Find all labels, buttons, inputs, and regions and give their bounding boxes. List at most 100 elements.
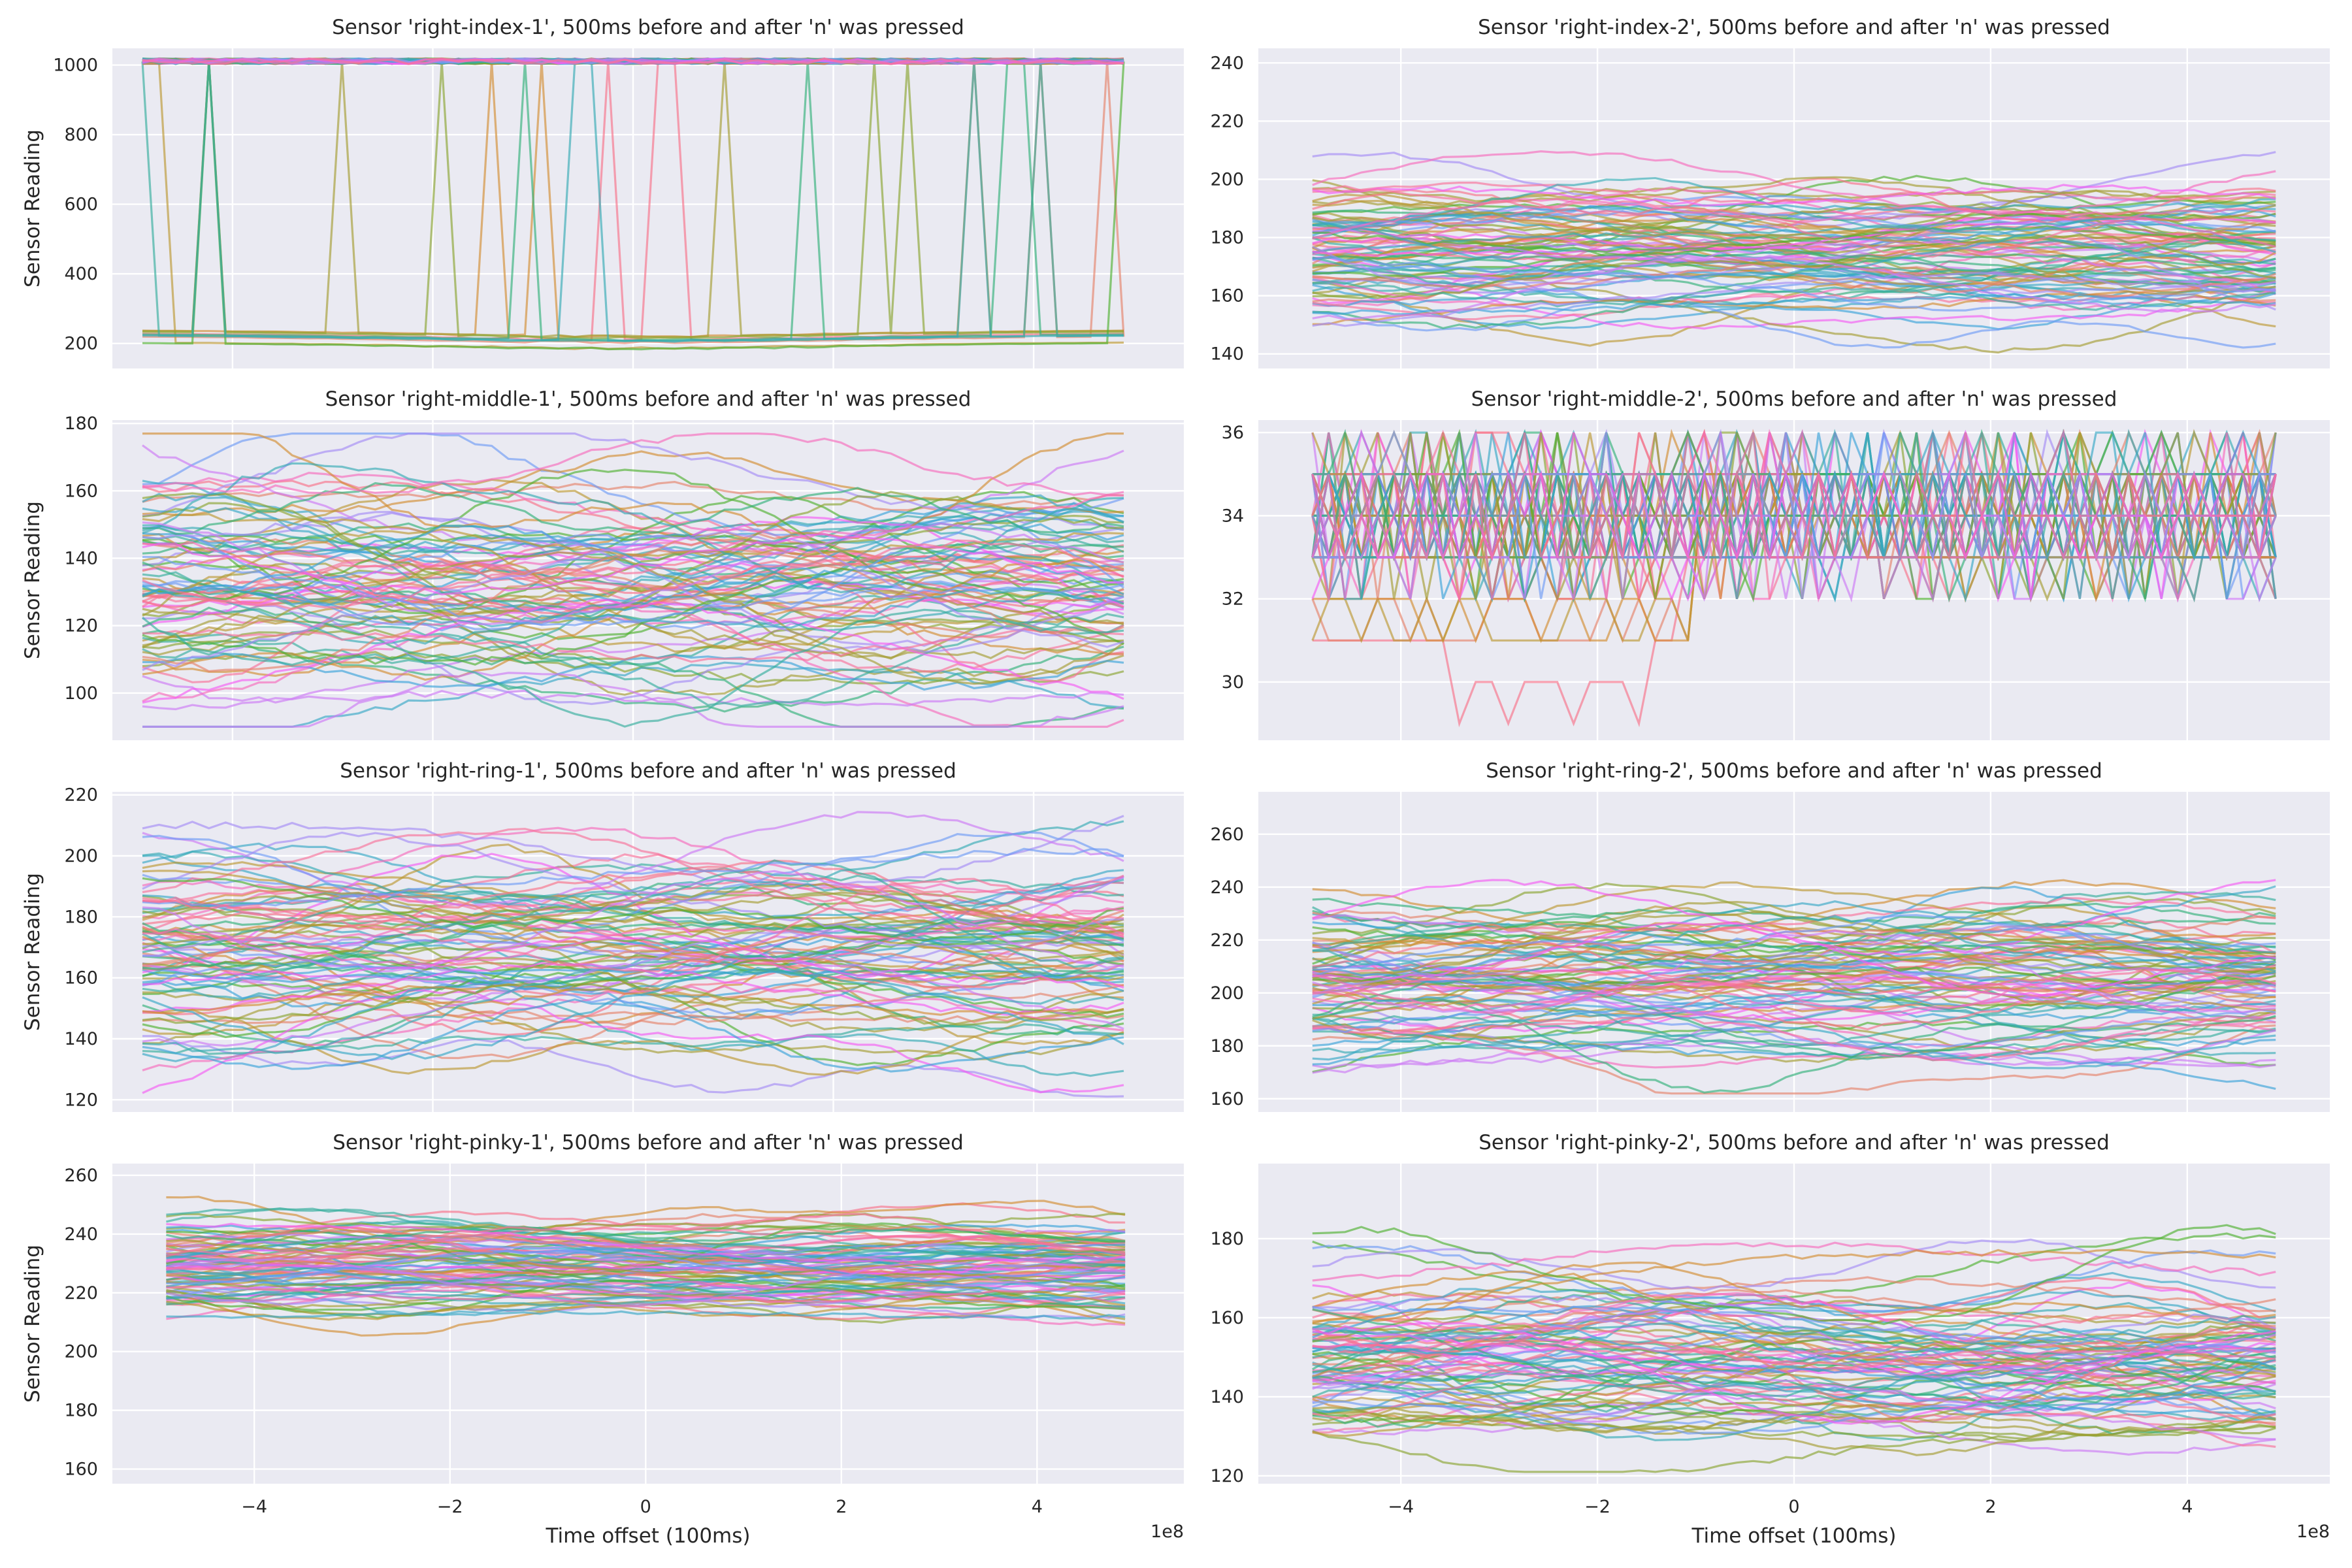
y-axis-label: Sensor Reading <box>21 873 44 1031</box>
series-line <box>1312 1340 2276 1420</box>
series-line <box>142 847 1124 908</box>
y-tick-label: 260 <box>64 1166 98 1186</box>
x-tick-label: −4 <box>1388 1497 1414 1517</box>
series-line <box>142 595 1124 706</box>
series-line <box>142 928 1124 1062</box>
y-tick-label: 120 <box>64 1090 98 1110</box>
series-line <box>1312 934 2276 989</box>
series-line <box>1312 922 2276 960</box>
series-group <box>142 811 1124 1098</box>
y-tick-label: 1000 <box>53 56 98 76</box>
series-line <box>142 863 1124 914</box>
series-line <box>1312 177 2276 224</box>
y-tick-label: 220 <box>1210 930 1244 951</box>
y-tick-label: 200 <box>1210 169 1244 189</box>
series-line <box>142 523 1125 632</box>
y-axis-label: Sensor Reading <box>21 1245 44 1403</box>
y-tick-label: 140 <box>64 1029 98 1049</box>
x-tick-label: −2 <box>1584 1497 1610 1517</box>
x-offset-label: 1e8 <box>2296 1522 2330 1542</box>
y-tick-label: 140 <box>64 548 98 568</box>
plot-area <box>112 48 1184 368</box>
subplot-title: Sensor 'right-ring-1', 500ms before and … <box>340 759 956 783</box>
y-tick-label: 200 <box>64 846 98 866</box>
series-line <box>1312 990 2276 1020</box>
y-tick-label: 180 <box>64 1401 98 1421</box>
y-tick-label: 600 <box>64 195 98 215</box>
series-line <box>1312 253 2276 330</box>
series-line <box>1312 914 2276 977</box>
subplot-8: Sensor 'right-pinky-2', 500ms before and… <box>1210 1131 2330 1548</box>
series-line <box>1312 1377 2276 1416</box>
x-offset-label: 1e8 <box>1151 1522 1184 1542</box>
series-line <box>142 961 1124 985</box>
y-tick-label: 200 <box>64 1342 98 1362</box>
y-tick-label: 200 <box>1210 983 1244 1004</box>
subplot-title: Sensor 'right-index-2', 500ms before and… <box>1478 16 2110 39</box>
subplot-7: Sensor 'right-pinky-1', 500ms before and… <box>21 1131 1184 1548</box>
series-group <box>141 57 1125 351</box>
series-line <box>1312 251 2276 275</box>
series-line <box>1312 1004 2276 1074</box>
series-line <box>142 482 1124 535</box>
y-tick-label: 34 <box>1222 506 1244 526</box>
series-line <box>142 966 1124 1060</box>
series-line <box>1312 938 2276 962</box>
series-line <box>142 981 1124 1026</box>
series-line <box>142 928 1124 1007</box>
y-tick-label: 140 <box>1210 344 1244 365</box>
series-line <box>142 877 1124 941</box>
x-tick-label: −2 <box>437 1497 463 1517</box>
y-tick-label: 160 <box>64 1460 98 1480</box>
series-line <box>142 516 1124 602</box>
series-line <box>142 861 1124 953</box>
y-tick-label: 160 <box>64 968 98 988</box>
series-line <box>142 890 1124 953</box>
series-line <box>1312 1299 2276 1335</box>
y-tick-label: 400 <box>64 264 98 284</box>
y-tick-label: 180 <box>1210 228 1244 248</box>
subplot-6: Sensor 'right-ring-2', 500ms before and … <box>1210 759 2330 1112</box>
subplot-title: Sensor 'right-pinky-2', 500ms before and… <box>1478 1131 2110 1154</box>
series-line <box>142 868 1124 939</box>
y-tick-label: 800 <box>64 125 98 145</box>
subplot-title: Sensor 'right-middle-2', 500ms before an… <box>1471 387 2117 411</box>
series-line <box>1312 998 2276 1094</box>
series-line <box>1312 1370 2276 1400</box>
subplot-5: Sensor 'right-ring-1', 500ms before and … <box>21 759 1184 1112</box>
series-line <box>142 539 1124 610</box>
series-line <box>1312 1427 2276 1473</box>
series-line <box>1312 228 2276 286</box>
series-line <box>142 524 1124 610</box>
x-tick-label: 4 <box>2181 1497 2193 1517</box>
y-tick-label: 160 <box>1210 1308 1244 1328</box>
series-line <box>1312 429 2276 599</box>
series-line <box>142 525 1124 596</box>
y-axis-label: Sensor Reading <box>21 501 44 659</box>
series-line <box>1312 879 2276 956</box>
series-line <box>142 891 1124 934</box>
series-line <box>1312 982 2276 1049</box>
y-tick-label: 180 <box>64 414 98 434</box>
x-axis-label: Time offset (100ms) <box>546 1524 751 1548</box>
subplot-1: Sensor 'right-index-1', 500ms before and… <box>21 16 1184 368</box>
series-group <box>1312 879 2276 1095</box>
series-line <box>142 934 1124 989</box>
series-line <box>1312 199 2276 294</box>
series-line <box>142 626 1124 663</box>
series-line <box>142 983 1124 1018</box>
series-line <box>142 61 1125 351</box>
series-line <box>1312 225 2276 253</box>
series-line <box>142 60 1124 343</box>
series-line <box>1312 1011 2276 1070</box>
series-line <box>1312 1012 2276 1069</box>
series-line <box>142 650 1124 685</box>
series-line <box>1312 1015 2276 1062</box>
series-line <box>165 1277 1126 1311</box>
y-axis-label: Sensor Reading <box>21 129 44 287</box>
y-tick-label: 160 <box>1210 286 1244 306</box>
x-tick-label: 0 <box>1788 1497 1799 1517</box>
series-line <box>1312 184 2276 207</box>
series-line <box>1312 1406 2276 1437</box>
series-line <box>142 958 1124 1016</box>
